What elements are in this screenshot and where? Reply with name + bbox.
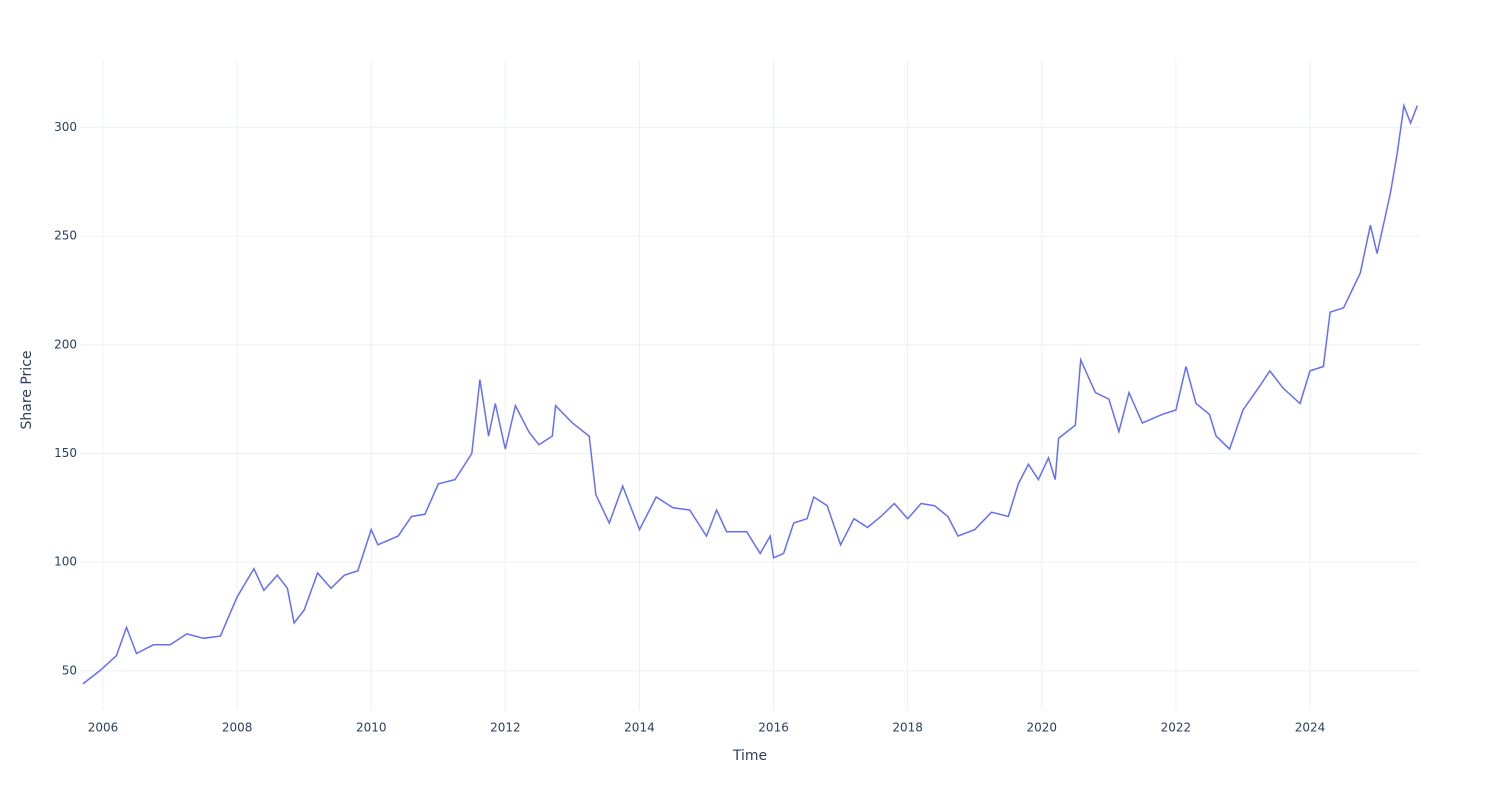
y-tick-label: 250 [54, 229, 77, 243]
y-tick-label: 50 [62, 663, 77, 677]
y-tick-label: 300 [54, 120, 77, 134]
price-line [82, 102, 1418, 685]
x-tick-label: 2018 [892, 721, 923, 735]
x-tick-label: 2012 [490, 721, 521, 735]
x-tick-label: 2016 [758, 721, 789, 735]
x-tick-label: 2006 [88, 721, 119, 735]
x-tick-label: 2022 [1161, 721, 1192, 735]
x-tick-label: 2014 [624, 721, 655, 735]
y-tick-label: 150 [54, 446, 77, 460]
x-tick-label: 2024 [1295, 721, 1326, 735]
y-tick-label: 200 [54, 337, 77, 351]
x-tick-label: 2010 [356, 721, 387, 735]
y-axis-title: Share Price [19, 350, 35, 429]
x-tick-label: 2020 [1027, 721, 1058, 735]
x-tick-label: 2008 [222, 721, 253, 735]
x-axis-title: Time [732, 748, 767, 764]
y-tick-label: 100 [54, 555, 77, 569]
